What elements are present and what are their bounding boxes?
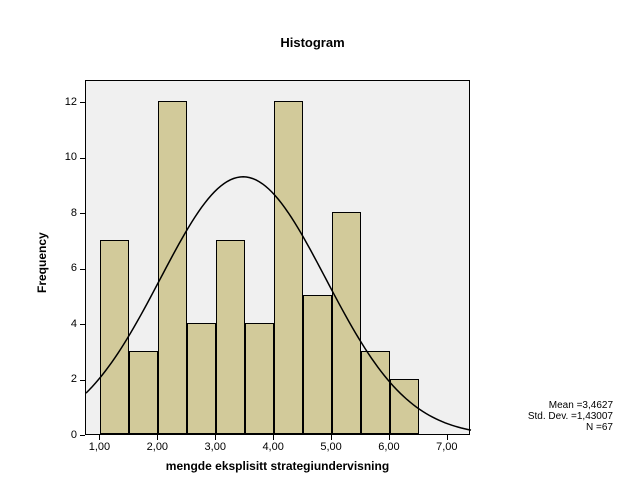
histogram-bar: [129, 351, 158, 434]
histogram-bar: [187, 323, 216, 434]
histogram-bar: [245, 323, 274, 434]
histogram-bar: [303, 295, 332, 434]
plot-area: [85, 80, 470, 435]
x-tick-mark: [273, 435, 274, 440]
x-tick-label: 3,00: [195, 441, 235, 453]
x-tick-label: 4,00: [253, 441, 293, 453]
histogram-bar: [100, 240, 129, 434]
y-tick-label: 4: [47, 318, 77, 330]
stats-line: N =67: [478, 422, 613, 433]
histogram-bar: [216, 240, 245, 434]
x-tick-label: 2,00: [137, 441, 177, 453]
stats-box: Mean =3,4627Std. Dev. =1,43007N =67: [478, 400, 613, 433]
y-tick-mark: [80, 213, 85, 214]
y-tick-mark: [80, 435, 85, 436]
y-tick-label: 8: [47, 207, 77, 219]
x-tick-mark: [99, 435, 100, 440]
x-tick-mark: [215, 435, 216, 440]
x-tick-mark: [331, 435, 332, 440]
histogram-bar: [332, 212, 361, 434]
y-tick-mark: [80, 324, 85, 325]
histogram-bar: [274, 101, 303, 434]
x-tick-label: 7,00: [427, 441, 467, 453]
y-tick-label: 10: [47, 151, 77, 163]
y-tick-label: 12: [47, 96, 77, 108]
y-tick-mark: [80, 269, 85, 270]
y-tick-label: 0: [47, 429, 77, 441]
x-tick-label: 5,00: [311, 441, 351, 453]
chart-title: Histogram: [0, 35, 625, 50]
stats-line: Mean =3,4627: [478, 400, 613, 411]
x-tick-mark: [447, 435, 448, 440]
y-tick-mark: [80, 158, 85, 159]
x-tick-mark: [389, 435, 390, 440]
y-tick-label: 2: [47, 373, 77, 385]
chart-stage: Histogram Frequency mengde eksplisitt st…: [0, 0, 625, 500]
x-tick-label: 6,00: [369, 441, 409, 453]
y-tick-mark: [80, 102, 85, 103]
histogram-bar: [390, 379, 419, 434]
histogram-bar: [158, 101, 187, 434]
y-tick-label: 6: [47, 262, 77, 274]
x-axis-label: mengde eksplisitt strategiundervisning: [85, 459, 470, 473]
stats-line: Std. Dev. =1,43007: [478, 411, 613, 422]
x-tick-label: 1,00: [79, 441, 119, 453]
x-tick-mark: [157, 435, 158, 440]
y-tick-mark: [80, 380, 85, 381]
histogram-bar: [361, 351, 390, 434]
